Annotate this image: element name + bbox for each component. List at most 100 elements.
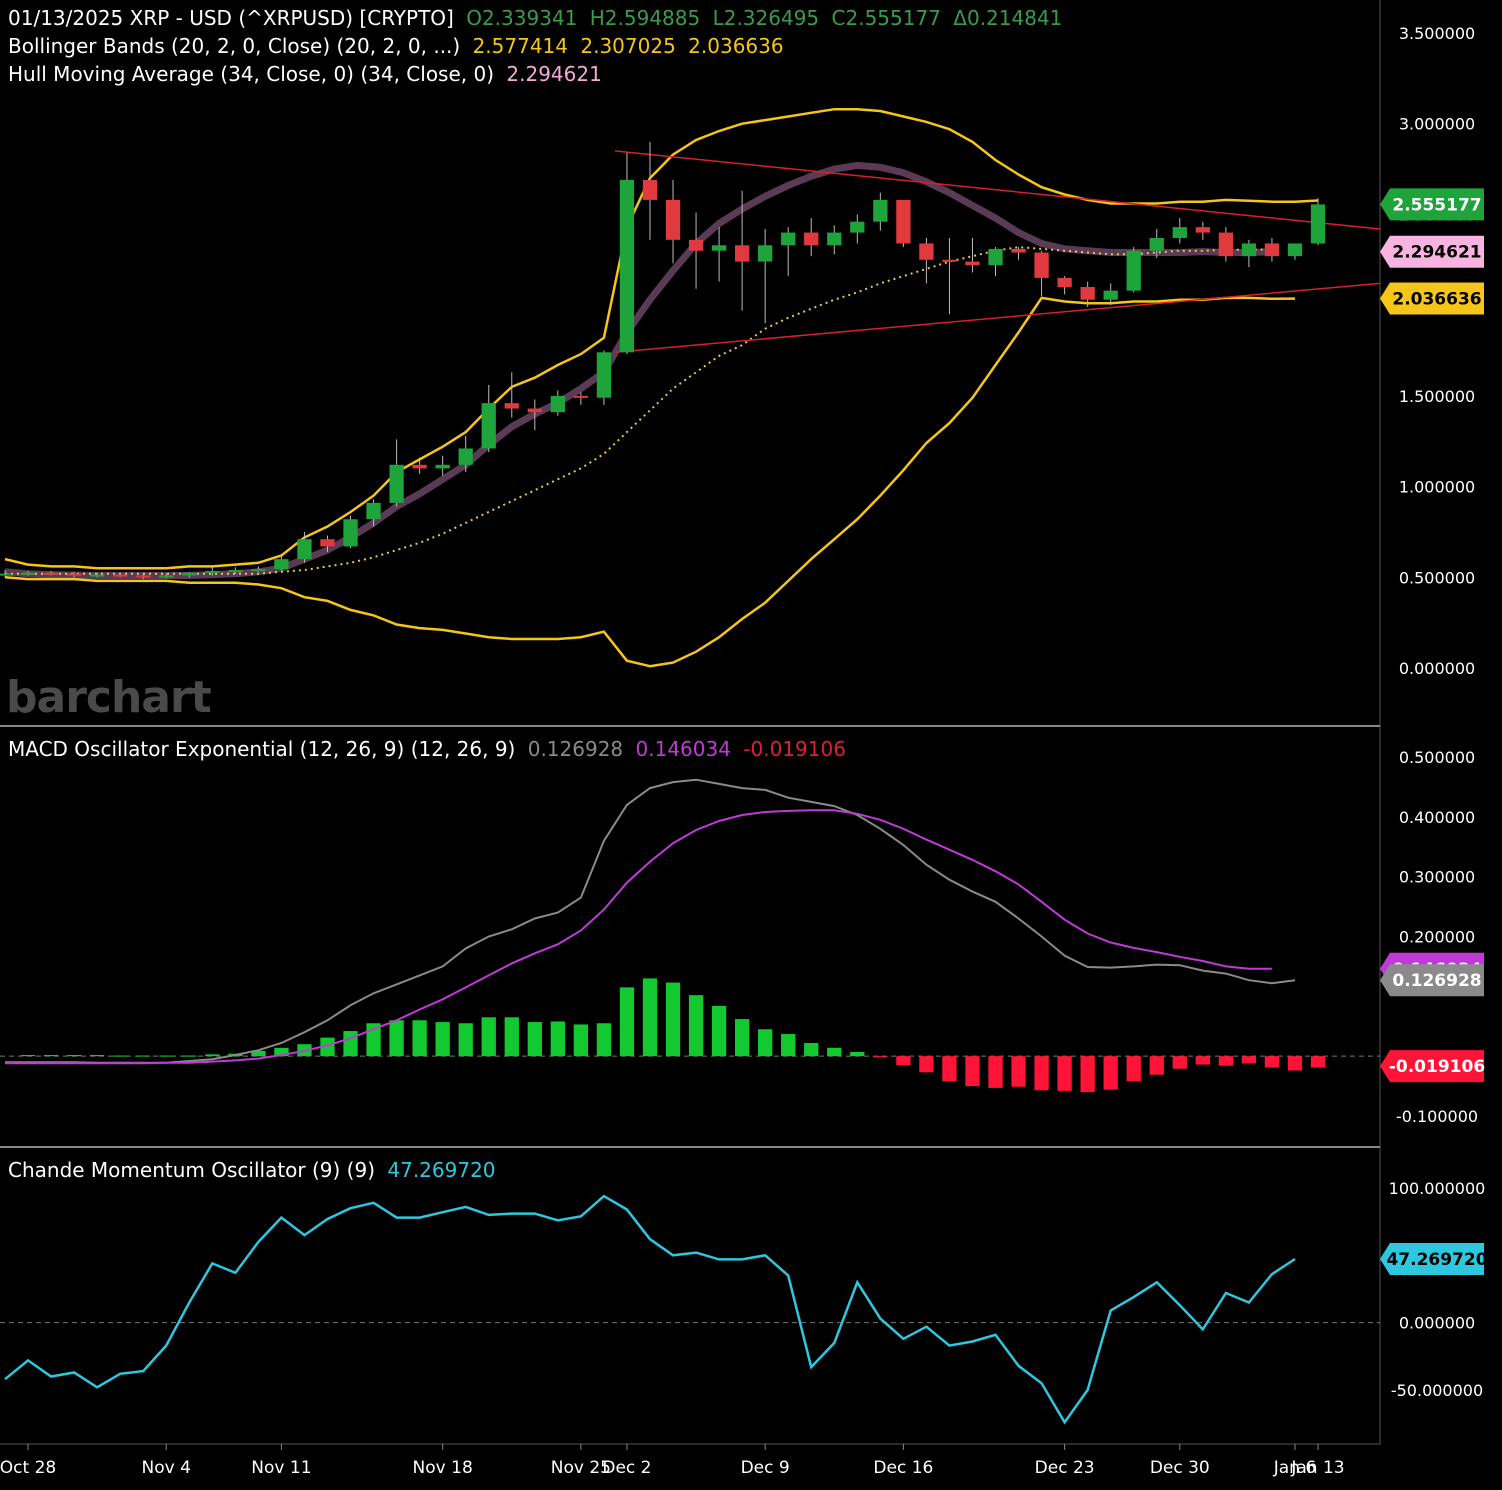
candle-body <box>965 261 980 266</box>
hma-badge <box>1380 235 1484 268</box>
macd-histogram-bar <box>1103 1056 1118 1090</box>
candle-body <box>1057 277 1072 287</box>
bollinger-lower-value: 2.036636 <box>688 34 784 58</box>
bollinger-lower-badge-text: 2.036636 <box>1392 289 1481 309</box>
candle-body <box>89 574 105 577</box>
x-tick-label: Nov 4 <box>142 1458 191 1478</box>
cmo-badge-text: 47.269720 <box>1386 1250 1487 1270</box>
candle-body <box>896 199 911 244</box>
low-value: L2.326495 <box>712 6 820 30</box>
macd-histogram-bar <box>182 1055 197 1057</box>
macd-histogram-bar <box>1241 1056 1257 1064</box>
candle-body <box>228 570 243 573</box>
hma-value: 2.294621 <box>506 62 602 86</box>
candle-body <box>1011 248 1026 253</box>
macd-line-badge <box>1380 964 1484 997</box>
x-tick-label: Dec 30 <box>1150 1458 1210 1478</box>
candle-body <box>412 464 427 469</box>
candle-body <box>504 403 519 409</box>
macd-hist-badge-text: -0.019106 <box>1389 1057 1485 1077</box>
macd-histogram-bar <box>251 1050 266 1057</box>
cmo-value: 47.269720 <box>387 1158 496 1182</box>
last-price-badge <box>1380 188 1484 221</box>
macd-histogram-bar <box>758 1029 773 1057</box>
macd-histogram-bar <box>1126 1056 1141 1082</box>
macd-histogram-bar <box>113 1055 128 1057</box>
candle-body <box>1310 204 1326 244</box>
price-y-tick-label: 0.500000 <box>1399 568 1475 587</box>
candle-body <box>435 464 450 469</box>
macd-histogram-bar <box>988 1056 1003 1088</box>
candle-body <box>827 232 842 246</box>
macd-histogram-bar <box>711 1005 727 1057</box>
candle-body <box>458 448 473 465</box>
candle-body <box>1172 227 1187 239</box>
candle-body <box>159 575 174 578</box>
candle-body <box>274 559 289 570</box>
candle-body <box>1080 287 1095 300</box>
macd-histogram-bar <box>965 1056 980 1087</box>
candle-body <box>873 199 888 222</box>
candle-body <box>43 572 59 575</box>
macd-histogram-bar <box>873 1056 888 1058</box>
candle-body <box>136 575 151 578</box>
hma-badge-text: 2.294621 <box>1392 243 1481 263</box>
bollinger-label: Bollinger Bands (20, 2, 0, Close) (20, 2… <box>8 34 461 58</box>
hull-moving-average-line <box>4 161 1273 579</box>
trendline <box>614 282 1381 354</box>
macd-histogram-bar <box>481 1017 496 1057</box>
macd-histogram-bar <box>1287 1056 1303 1071</box>
candle-body <box>481 403 496 449</box>
macd-histogram-bar <box>389 1020 404 1057</box>
candle-body <box>942 259 957 262</box>
macd-histogram-bar <box>642 978 658 1057</box>
macd-signal-value: 0.146034 <box>635 737 731 761</box>
x-tick-label: Jan 13 <box>1290 1458 1344 1478</box>
candle-body <box>758 245 773 262</box>
macd-histogram-bar <box>896 1056 911 1066</box>
macd-histogram-bar <box>136 1055 151 1057</box>
candle-body <box>182 572 197 576</box>
candle-body <box>1287 243 1303 257</box>
macd-histogram-bar <box>20 1054 36 1057</box>
bollinger-middle-line <box>5 246 1272 575</box>
candle-body <box>1195 227 1210 233</box>
price-y-tick-label: 1.500000 <box>1399 387 1475 406</box>
price-y-tick-label: 0.000000 <box>1399 659 1475 678</box>
candle-body <box>320 539 335 547</box>
candle-body <box>619 179 635 353</box>
macd-histogram-bar <box>850 1051 865 1057</box>
x-tick-label: Oct 28 <box>0 1458 56 1478</box>
macd-histogram-bar <box>159 1055 174 1057</box>
macd-y-tick-label: 0.500000 <box>1399 748 1475 767</box>
last-price-badge-text: 2.555177 <box>1392 195 1481 215</box>
macd-line <box>5 778 1296 1064</box>
x-tick-label: Nov 11 <box>251 1458 311 1478</box>
macd-hist-value: -0.019106 <box>743 737 846 761</box>
candle-body <box>343 519 358 547</box>
macd-histogram-bar <box>504 1017 519 1057</box>
candle-body <box>1264 243 1280 257</box>
candle-body <box>1034 252 1049 278</box>
x-tick-label: Nov 18 <box>413 1458 473 1478</box>
candle-body <box>988 248 1003 266</box>
macd-histogram-bar <box>573 1024 589 1057</box>
candle-body <box>1103 290 1118 300</box>
macd-histogram-bar <box>688 995 704 1057</box>
macd-signal-line <box>5 809 1272 1065</box>
candle-body <box>781 232 796 246</box>
macd-histogram-bar <box>1264 1056 1280 1068</box>
candle-body <box>1149 238 1164 251</box>
macd-histogram-bar <box>1149 1056 1164 1075</box>
hma-label: Hull Moving Average (34, Close, 0) (34, … <box>8 62 495 86</box>
candle-body <box>366 502 381 520</box>
macd-histogram-bar <box>919 1056 934 1073</box>
macd-histogram-bar <box>734 1019 750 1057</box>
candle-body <box>1241 243 1257 257</box>
symbol-line: 01/13/2025 XRP - USD (^XRPUSD) [CRYPTO] <box>8 6 454 30</box>
macd-histogram-bar <box>1034 1056 1049 1091</box>
macd-histogram-bar <box>1080 1056 1095 1093</box>
macd-histogram-bar <box>665 982 681 1057</box>
candle-body <box>251 569 266 572</box>
